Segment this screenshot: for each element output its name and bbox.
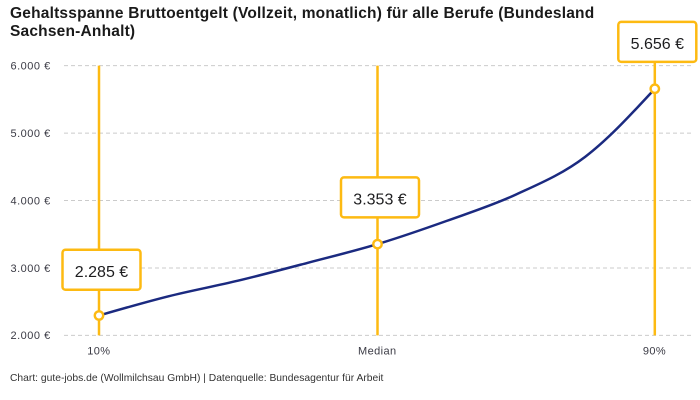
svg-text:Median: Median [358, 346, 396, 358]
svg-text:4.000 €: 4.000 € [11, 195, 51, 207]
svg-text:Chart: gute-jobs.de (Wollmilch: Chart: gute-jobs.de (Wollmilchsau GmbH) … [10, 373, 383, 384]
svg-text:2.000 €: 2.000 € [11, 330, 51, 342]
svg-text:5.656 €: 5.656 € [631, 36, 684, 53]
svg-text:3.000 €: 3.000 € [11, 263, 51, 275]
svg-text:90%: 90% [643, 346, 666, 358]
svg-text:5.000 €: 5.000 € [11, 128, 51, 140]
svg-text:2.285 €: 2.285 € [75, 264, 128, 281]
svg-text:6.000 €: 6.000 € [11, 60, 51, 72]
svg-text:3.353 €: 3.353 € [353, 192, 406, 209]
svg-text:10%: 10% [87, 346, 110, 358]
